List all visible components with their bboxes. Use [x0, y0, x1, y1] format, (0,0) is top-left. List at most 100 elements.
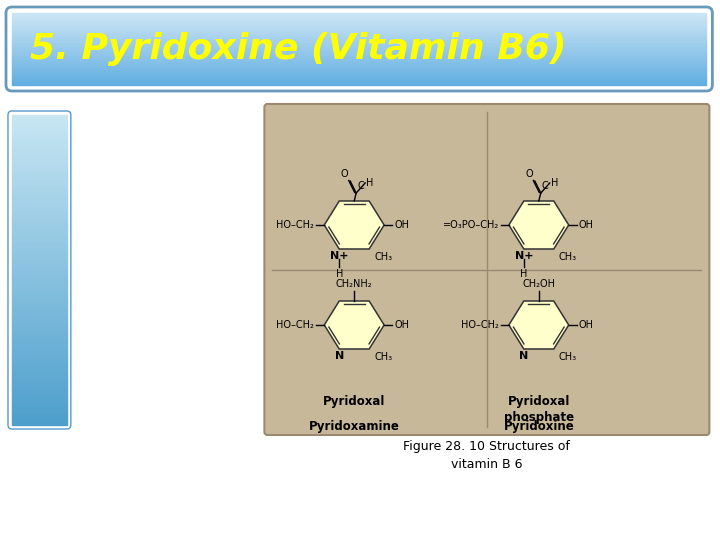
Text: OH: OH: [579, 220, 594, 230]
Bar: [12, 293, 67, 294]
Bar: [12, 224, 67, 225]
Bar: [12, 227, 67, 228]
Bar: [12, 417, 67, 418]
Bar: [12, 173, 67, 174]
Bar: [12, 155, 67, 156]
Bar: [12, 37, 706, 38]
Bar: [12, 368, 67, 369]
Bar: [12, 254, 67, 255]
Bar: [12, 205, 67, 206]
Bar: [12, 212, 67, 213]
Bar: [12, 316, 67, 317]
Bar: [12, 371, 67, 372]
Bar: [12, 236, 67, 237]
Bar: [12, 327, 67, 328]
Bar: [12, 76, 706, 77]
Bar: [12, 146, 67, 147]
Text: Pyridoxal
phosphate: Pyridoxal phosphate: [504, 395, 574, 424]
Bar: [12, 126, 67, 127]
Bar: [12, 132, 67, 133]
Bar: [12, 249, 67, 250]
Bar: [12, 29, 706, 30]
Bar: [12, 277, 67, 278]
Bar: [12, 280, 67, 281]
Bar: [12, 198, 67, 199]
Bar: [12, 317, 67, 318]
Bar: [12, 283, 67, 284]
Bar: [12, 281, 67, 282]
Bar: [12, 331, 67, 332]
Bar: [12, 297, 67, 298]
Bar: [12, 279, 67, 280]
Bar: [12, 78, 706, 79]
Bar: [12, 156, 67, 157]
Bar: [12, 410, 67, 411]
Bar: [12, 302, 67, 303]
Bar: [12, 18, 706, 19]
Bar: [12, 34, 706, 35]
Bar: [12, 268, 67, 269]
Bar: [12, 314, 67, 315]
Bar: [12, 30, 706, 31]
Bar: [12, 44, 706, 45]
Bar: [12, 53, 706, 54]
Bar: [12, 318, 67, 319]
Bar: [12, 222, 67, 223]
Text: H: H: [520, 269, 528, 279]
Bar: [12, 386, 67, 387]
Bar: [12, 195, 67, 196]
Bar: [12, 365, 67, 366]
Bar: [12, 217, 67, 218]
Bar: [12, 338, 67, 339]
Bar: [12, 267, 67, 268]
Bar: [12, 175, 67, 176]
Bar: [12, 84, 706, 85]
Text: H: H: [551, 178, 558, 188]
Bar: [12, 142, 67, 143]
Bar: [12, 19, 706, 20]
Bar: [12, 21, 706, 22]
Bar: [12, 262, 67, 263]
Bar: [12, 64, 706, 65]
Polygon shape: [509, 301, 569, 349]
Bar: [12, 321, 67, 322]
Bar: [12, 288, 67, 289]
Bar: [12, 219, 67, 220]
Bar: [12, 152, 67, 153]
Bar: [12, 376, 67, 377]
Text: N+: N+: [515, 251, 533, 261]
Text: C: C: [541, 181, 549, 191]
Text: =O₃PO–CH₂: =O₃PO–CH₂: [443, 220, 499, 230]
Bar: [12, 51, 706, 52]
Bar: [12, 401, 67, 402]
Bar: [12, 233, 67, 234]
Bar: [12, 213, 67, 214]
Bar: [12, 158, 67, 159]
Bar: [12, 266, 67, 267]
Bar: [12, 81, 706, 82]
Bar: [12, 14, 706, 15]
Bar: [12, 269, 67, 270]
Bar: [12, 164, 67, 165]
Bar: [12, 311, 67, 312]
Bar: [12, 350, 67, 351]
Bar: [12, 235, 67, 236]
Bar: [12, 168, 67, 169]
Bar: [12, 202, 67, 203]
Bar: [12, 133, 67, 134]
Bar: [12, 72, 706, 73]
Bar: [12, 420, 67, 421]
Polygon shape: [324, 301, 384, 349]
Text: Figure 28. 10 Structures of
vitamin B 6: Figure 28. 10 Structures of vitamin B 6: [403, 440, 570, 471]
Bar: [12, 332, 67, 333]
Bar: [12, 147, 67, 148]
Bar: [12, 370, 67, 371]
Bar: [12, 39, 706, 40]
Bar: [12, 309, 67, 310]
Bar: [12, 308, 67, 309]
Bar: [12, 303, 67, 304]
Bar: [12, 38, 706, 39]
Bar: [12, 26, 706, 27]
Bar: [12, 238, 67, 239]
Bar: [12, 169, 67, 170]
